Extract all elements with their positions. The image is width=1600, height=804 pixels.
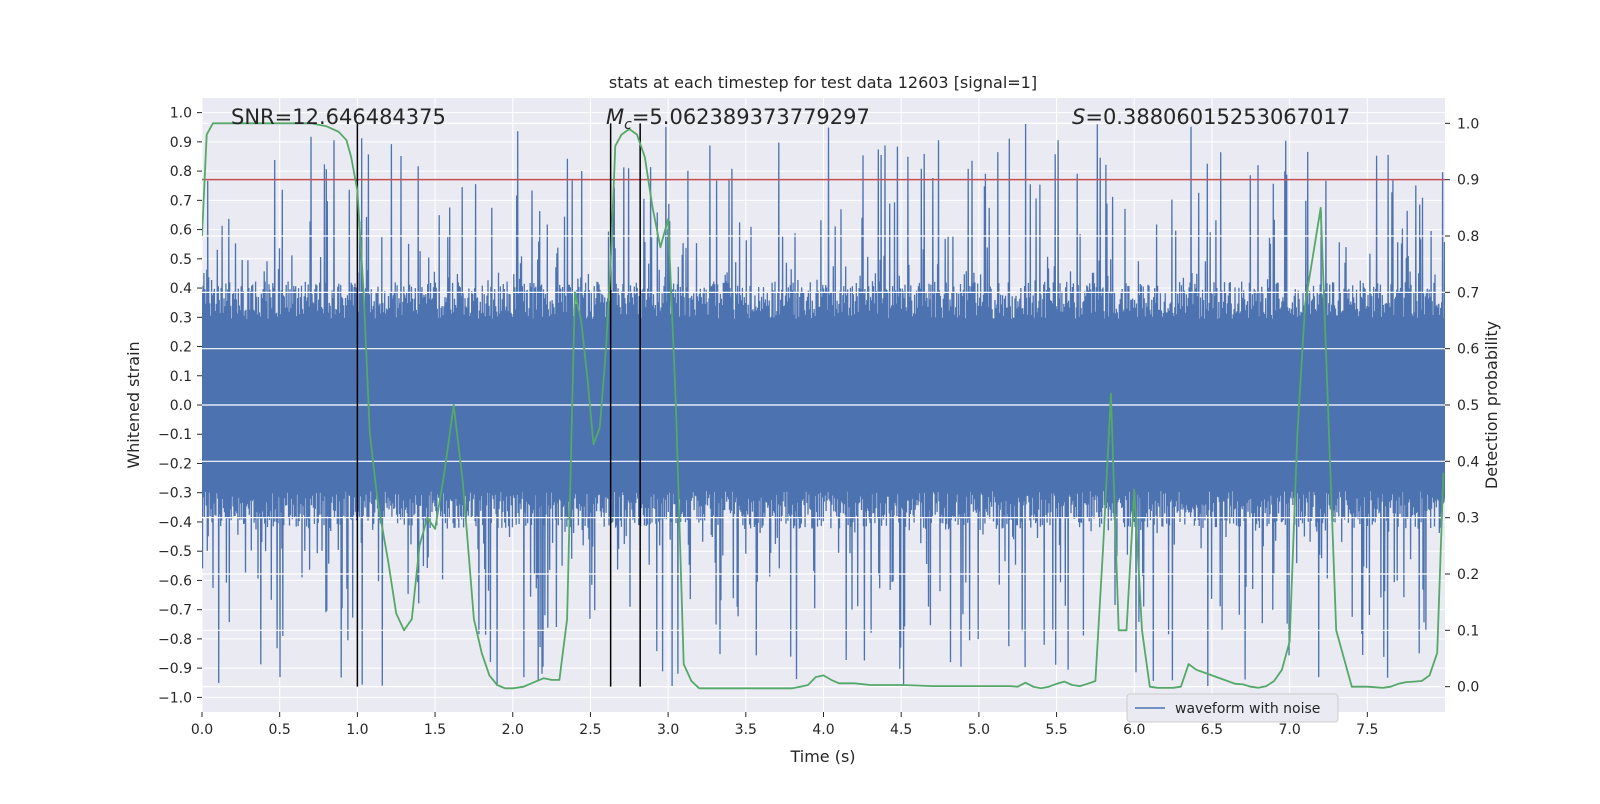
y-tick-label: 0.9 (170, 135, 192, 151)
y-tick-label: 0.6 (170, 223, 192, 239)
y-tick-label: −0.5 (158, 544, 192, 560)
x-tick-label: 2.0 (502, 722, 524, 738)
y-tick-label: −0.3 (158, 486, 192, 502)
y-tick-label: 0.4 (170, 281, 192, 297)
s-annotation: S=0.38806015253067017 (1072, 105, 1350, 129)
y-tick-label: −0.2 (158, 456, 192, 472)
y-tick-label: −1.0 (158, 690, 192, 706)
y-tick-label: 0.3 (170, 310, 192, 326)
y2-tick-label: 0.4 (1457, 454, 1479, 470)
x-tick-label: 6.0 (1123, 722, 1145, 738)
y-axis-label: Whitened strain (124, 341, 143, 468)
event-markers (356, 123, 641, 687)
x-tick-label: 4.5 (890, 722, 912, 738)
s-value: =0.38806015253067017 (1085, 105, 1350, 129)
x-tick-label: 6.5 (1201, 722, 1223, 738)
y-axis-ticks: 1.0 0.9 0.8 0.7 0.6 0.5 0.4 0.3 0.2 0.1 0.0 −0.1 −0.… (158, 106, 202, 706)
x-tick-label: 3.5 (735, 722, 757, 738)
y-tick-label: 1.0 (170, 106, 192, 122)
y-tick-label: −0.9 (158, 661, 192, 677)
x-tick-label: 5.5 (1045, 722, 1067, 738)
y-tick-label: 0.0 (170, 398, 192, 414)
x-tick-label: 7.5 (1356, 722, 1378, 738)
y2-tick-label: 0.9 (1457, 173, 1479, 189)
x-axis-label: Time (s) (789, 747, 855, 766)
chirp-mass-annotation: Mc=5.062389373779297 (606, 105, 870, 133)
x-tick-label: 4.0 (812, 722, 834, 738)
y2-tick-label: 0.6 (1457, 342, 1479, 358)
x-tick-label: 2.5 (579, 722, 601, 738)
x-tick-label: 0.0 (191, 722, 213, 738)
y2-tick-label: 0.0 (1457, 680, 1479, 696)
chart-title: stats at each timestep for test data 126… (609, 73, 1037, 92)
snr-annotation: SNR=12.646484375 (231, 105, 446, 129)
legend: waveform with noise (1126, 693, 1339, 723)
y-tick-label: −0.7 (158, 603, 192, 619)
y-tick-label: 0.7 (170, 193, 192, 209)
y-tick-label: −0.4 (158, 515, 192, 531)
y-tick-label: 0.2 (170, 340, 192, 356)
x-tick-label: 5.0 (968, 722, 990, 738)
probability-line (202, 122, 1445, 690)
chirp-mass-value: =5.062389373779297 (632, 105, 870, 129)
x-tick-label: 3.0 (657, 722, 679, 738)
s-symbol: S (1072, 105, 1085, 129)
chirp-mass-subscript: c (624, 117, 632, 133)
y-tick-label: 0.1 (170, 369, 192, 385)
y-tick-label: 0.8 (170, 164, 192, 180)
y2-tick-label: 0.8 (1457, 229, 1479, 245)
y2-tick-label: 0.5 (1457, 398, 1479, 414)
y2-axis-ticks: 1.0 0.9 0.8 0.7 0.6 0.5 0.4 0.3 0.2 0.1 0.0 (1445, 116, 1479, 696)
legend-label: waveform with noise (1175, 701, 1320, 717)
y2-tick-label: 0.3 (1457, 511, 1479, 527)
y2-tick-label: 0.7 (1457, 285, 1479, 301)
y-tick-label: 0.5 (170, 252, 192, 268)
probability-series (202, 122, 1445, 690)
x-tick-label: 0.5 (269, 722, 291, 738)
x-axis-ticks: 0.0 0.5 1.0 1.5 2.0 2.5 3.0 3.5 4.0 4.5 5.0 5.5 6.0 6… (191, 712, 1378, 738)
y2-tick-label: 1.0 (1457, 116, 1479, 132)
y-tick-label: −0.8 (158, 632, 192, 648)
legend-box (1126, 693, 1339, 723)
y2-axis-label: Detection probability (1482, 321, 1501, 489)
y-tick-label: −0.6 (158, 573, 192, 589)
secondary-grid-lines (202, 122, 1445, 688)
y2-tick-label: 0.1 (1457, 623, 1479, 639)
y2-tick-label: 0.2 (1457, 567, 1479, 583)
chirp-mass-symbol: M (606, 105, 624, 129)
x-tick-label: 1.0 (346, 722, 368, 738)
x-tick-label: 7.0 (1278, 722, 1300, 738)
x-tick-label: 1.5 (424, 722, 446, 738)
y-tick-label: −0.1 (158, 427, 192, 443)
